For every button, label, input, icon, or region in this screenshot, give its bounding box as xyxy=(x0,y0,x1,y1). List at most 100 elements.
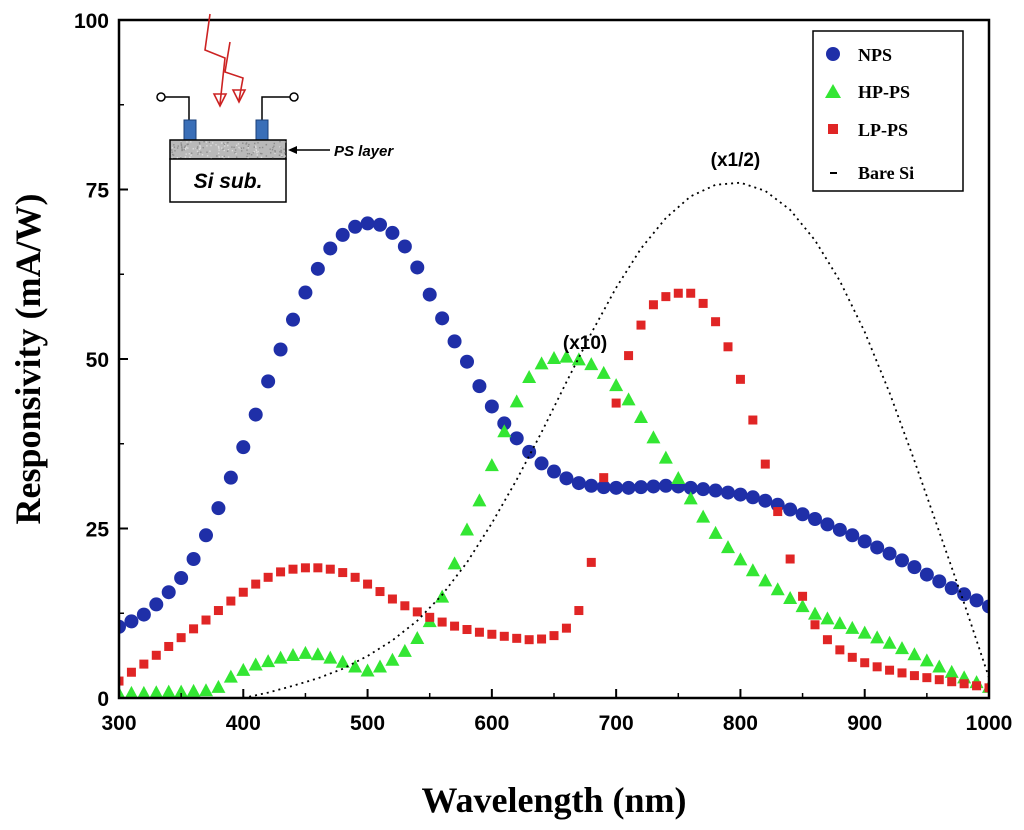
ps-speckle xyxy=(226,142,229,144)
point-hp-ps-810 xyxy=(745,563,760,577)
point-nps-670 xyxy=(571,476,586,491)
point-lp-ps-400 xyxy=(238,587,248,597)
point-lp-ps-740 xyxy=(661,292,671,302)
point-lp-ps-340 xyxy=(164,641,174,651)
point-nps-720 xyxy=(634,480,648,495)
point-hp-ps-690 xyxy=(596,365,611,379)
point-hp-ps-340 xyxy=(161,684,176,698)
ps-speckle xyxy=(233,146,235,148)
ps-speckle xyxy=(199,147,201,150)
ps-speckle xyxy=(202,147,204,149)
ps-speckle xyxy=(247,157,249,159)
ps-speckle xyxy=(187,143,189,145)
point-nps-800 xyxy=(733,487,748,502)
point-hp-ps-330 xyxy=(149,685,164,698)
ps-speckle xyxy=(176,147,179,149)
point-hp-ps-890 xyxy=(845,620,860,634)
point-hp-ps-600 xyxy=(484,458,499,472)
point-lp-ps-310 xyxy=(126,667,136,677)
ps-speckle xyxy=(216,155,218,157)
point-lp-ps-430 xyxy=(276,567,286,577)
x-axis-title: Wavelength (nm) xyxy=(422,780,687,820)
x-tick-label-300: 300 xyxy=(101,712,136,735)
point-hp-ps-390 xyxy=(223,669,238,683)
ps-speckle xyxy=(223,155,225,158)
ps-speckle xyxy=(180,155,182,158)
ps-speckle xyxy=(223,157,225,159)
point-nps-540 xyxy=(410,260,425,275)
ps-speckle xyxy=(279,146,281,148)
ps-speckle xyxy=(188,153,190,155)
point-nps-480 xyxy=(335,227,350,242)
ps-speckle xyxy=(273,142,275,145)
point-hp-ps-360 xyxy=(186,683,201,697)
point-hp-ps-320 xyxy=(137,685,151,698)
ps-speckle xyxy=(280,151,282,153)
ps-speckle xyxy=(181,148,183,150)
point-nps-780 xyxy=(708,483,723,498)
point-nps-650 xyxy=(547,464,561,479)
point-hp-ps-530 xyxy=(397,643,412,657)
ps-speckle xyxy=(223,149,225,152)
ps-speckle xyxy=(284,155,286,157)
ps-layer-pointer-arrowhead xyxy=(288,146,297,154)
point-hp-ps-780 xyxy=(708,525,723,539)
ps-speckle xyxy=(196,147,198,149)
point-nps-970 xyxy=(944,581,959,596)
point-nps-370 xyxy=(199,528,213,543)
point-lp-ps-940 xyxy=(909,671,919,681)
point-nps-710 xyxy=(621,480,636,495)
point-nps-930 xyxy=(895,553,909,568)
point-nps-530 xyxy=(397,239,412,254)
point-hp-ps-720 xyxy=(634,409,648,423)
point-nps-330 xyxy=(149,597,164,612)
point-nps-600 xyxy=(484,399,499,414)
ps-speckle xyxy=(273,145,275,147)
point-nps-510 xyxy=(373,217,387,232)
point-lp-ps-590 xyxy=(474,627,484,637)
point-lp-ps-630 xyxy=(524,635,534,645)
point-hp-ps-950 xyxy=(919,653,934,667)
point-nps-890 xyxy=(845,528,860,543)
point-hp-ps-560 xyxy=(435,589,450,603)
ps-speckle xyxy=(218,146,220,148)
point-hp-ps-580 xyxy=(460,522,474,536)
series-lp-ps xyxy=(119,288,989,693)
point-lp-ps-460 xyxy=(313,563,323,573)
ps-speckle xyxy=(180,143,183,146)
series-bare-si xyxy=(243,181,989,698)
point-lp-ps-450 xyxy=(300,563,310,573)
point-nps-730 xyxy=(646,479,661,494)
ps-speckle xyxy=(245,142,248,144)
ps-speckle xyxy=(248,143,250,146)
legend-label-hpps: HP-PS xyxy=(858,82,910,102)
x-tick-label-1000: 1000 xyxy=(966,712,1013,735)
ps-speckle xyxy=(224,145,226,147)
left-electrode xyxy=(183,119,197,142)
ps-speckle xyxy=(171,147,174,149)
ps-speckle xyxy=(283,148,285,150)
point-lp-ps-670 xyxy=(574,606,584,616)
point-lp-ps-380 xyxy=(213,606,223,616)
x-tick-label-900: 900 xyxy=(847,712,882,735)
ps-speckle xyxy=(174,150,176,152)
ps-speckle xyxy=(197,153,199,155)
ps-speckle xyxy=(187,147,189,149)
ps-speckle xyxy=(199,146,201,148)
ps-speckle xyxy=(241,150,243,152)
ps-speckle xyxy=(222,148,224,150)
point-nps-590 xyxy=(472,379,487,394)
ps-speckle xyxy=(246,153,249,155)
point-hp-ps-940 xyxy=(907,647,922,661)
point-lp-ps-440 xyxy=(288,564,298,574)
point-lp-ps-890 xyxy=(847,652,857,662)
point-hp-ps-460 xyxy=(310,647,325,661)
point-lp-ps-1000 xyxy=(984,683,989,693)
ps-speckle xyxy=(221,147,223,149)
ps-speckle xyxy=(223,143,226,146)
ps-speckle xyxy=(180,141,182,143)
point-hp-ps-660 xyxy=(559,349,574,363)
point-nps-910 xyxy=(870,540,885,555)
ps-speckle xyxy=(261,146,264,149)
ps-speckle xyxy=(198,148,201,150)
